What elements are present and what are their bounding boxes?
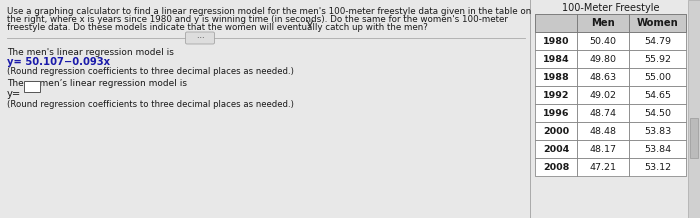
Text: 2004: 2004: [543, 145, 569, 153]
Bar: [535, 32, 577, 50]
Text: The men's linear regression model is: The men's linear regression model is: [7, 48, 174, 57]
Text: 100-Meter Freestyle: 100-Meter Freestyle: [561, 3, 659, 13]
Text: 55.00: 55.00: [644, 73, 671, 82]
Bar: [629, 86, 686, 104]
Bar: [629, 68, 686, 86]
Text: 53.12: 53.12: [644, 162, 671, 172]
Bar: [629, 104, 686, 122]
Bar: [629, 50, 686, 68]
Bar: [577, 14, 629, 32]
Text: freestyle data. Do these models indicate that the women will eventually catch up: freestyle data. Do these models indicate…: [7, 23, 428, 32]
Bar: [629, 122, 686, 140]
Text: 54.65: 54.65: [644, 90, 671, 99]
Text: 2000: 2000: [543, 126, 569, 136]
Bar: [535, 140, 577, 158]
Text: 1996: 1996: [542, 109, 569, 118]
Bar: [535, 14, 577, 32]
Text: 1984: 1984: [542, 54, 569, 63]
Bar: [535, 158, 577, 176]
Text: 48.63: 48.63: [589, 73, 617, 82]
Text: 49.02: 49.02: [589, 90, 617, 99]
Bar: [629, 158, 686, 176]
Bar: [535, 86, 577, 104]
Text: (Round regression coefficients to three decimal places as needed.): (Round regression coefficients to three …: [7, 100, 294, 109]
Bar: [577, 140, 629, 158]
Text: the right, where x is years since 1980 and y is winning time (in seconds). Do th: the right, where x is years since 1980 a…: [7, 15, 508, 24]
Text: ⋯: ⋯: [196, 34, 204, 43]
Text: 53.83: 53.83: [644, 126, 671, 136]
Text: 50.40: 50.40: [589, 36, 617, 46]
Text: 48.74: 48.74: [589, 109, 617, 118]
Text: 47.21: 47.21: [589, 162, 617, 172]
Bar: [629, 32, 686, 50]
Bar: [577, 32, 629, 50]
Text: Men: Men: [591, 18, 615, 28]
Text: 2008: 2008: [542, 162, 569, 172]
Bar: [577, 86, 629, 104]
Text: Women: Women: [636, 18, 678, 28]
Bar: [535, 14, 686, 32]
Text: 54.79: 54.79: [644, 36, 671, 46]
Bar: [688, 0, 700, 218]
Bar: [535, 68, 577, 86]
Text: 48.17: 48.17: [589, 145, 617, 153]
Bar: [24, 81, 40, 92]
Text: (Round regression coefficients to three decimal places as needed.): (Round regression coefficients to three …: [7, 67, 294, 76]
Text: Use a graphing calculator to find a linear regression model for the men's 100-me: Use a graphing calculator to find a line…: [7, 7, 531, 16]
Bar: [577, 122, 629, 140]
Text: 53.84: 53.84: [644, 145, 671, 153]
Bar: [690, 118, 698, 158]
Text: 1992: 1992: [542, 90, 569, 99]
Text: 48.48: 48.48: [589, 126, 617, 136]
Bar: [629, 140, 686, 158]
Text: 1980: 1980: [542, 36, 569, 46]
Bar: [577, 68, 629, 86]
Bar: [535, 122, 577, 140]
Text: 54.50: 54.50: [644, 109, 671, 118]
Text: y=: y=: [7, 89, 21, 99]
Bar: [629, 14, 686, 32]
Text: y= 50.107−0.093x: y= 50.107−0.093x: [7, 57, 110, 67]
Text: 49.80: 49.80: [589, 54, 617, 63]
Text: 1988: 1988: [542, 73, 569, 82]
FancyBboxPatch shape: [186, 32, 214, 44]
Bar: [535, 104, 577, 122]
Bar: [577, 50, 629, 68]
Bar: [577, 104, 629, 122]
Text: 55.92: 55.92: [644, 54, 671, 63]
Text: The women’s linear regression model is: The women’s linear regression model is: [7, 79, 187, 88]
Bar: [577, 158, 629, 176]
Bar: [535, 50, 577, 68]
